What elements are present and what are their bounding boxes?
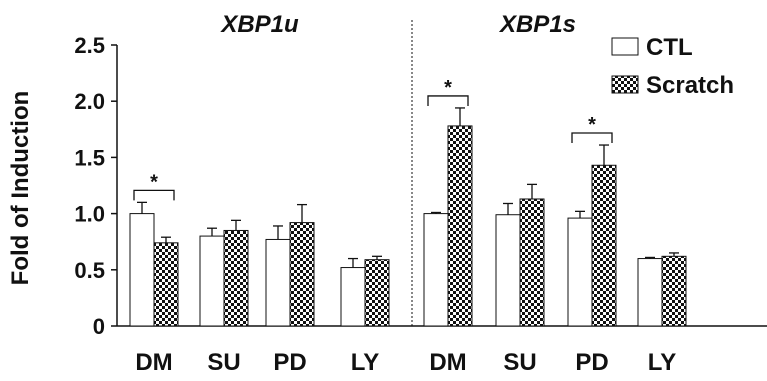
- bar-scratch: [519, 198, 545, 327]
- bar-ctl: [129, 213, 155, 327]
- y-tick-label: 1.0: [74, 202, 105, 227]
- bar-scratch: [289, 222, 315, 327]
- significance-star: *: [444, 77, 452, 99]
- bar-ctl: [637, 258, 663, 327]
- bar-scratch: [447, 125, 473, 327]
- category-label: SU: [207, 349, 240, 376]
- bar-ctl: [423, 213, 449, 327]
- significance-star: *: [150, 171, 158, 193]
- bar-scratch: [661, 255, 687, 327]
- category-label: PD: [575, 349, 608, 376]
- panel-title: XBP1u: [219, 11, 299, 38]
- category-label: PD: [273, 349, 306, 376]
- category-label: DM: [135, 349, 172, 376]
- legend-swatch-scratch: [611, 75, 639, 94]
- significance-bracket: [133, 189, 175, 201]
- significance-bracket: [571, 132, 613, 144]
- y-tick-label: 1.5: [74, 145, 105, 170]
- bar-ctl: [340, 267, 366, 327]
- category-label: SU: [503, 349, 536, 376]
- y-tick-label: 0: [93, 314, 105, 339]
- y-tick-label: 2.0: [74, 89, 105, 114]
- legend-swatch-ctl: [611, 37, 639, 56]
- bar-scratch: [153, 242, 179, 327]
- category-label: LY: [648, 349, 676, 376]
- significance-star: *: [588, 114, 596, 136]
- bar-ctl: [199, 235, 225, 327]
- bar-ctl: [567, 217, 593, 327]
- significance-bracket: [427, 95, 469, 106]
- category-label: DM: [429, 349, 466, 376]
- y-tick-label: 0.5: [74, 258, 105, 283]
- legend-label: CTL: [646, 34, 693, 61]
- legend-label: Scratch: [646, 72, 734, 99]
- bar-scratch: [591, 164, 617, 327]
- y-axis-label: Fold of Induction: [7, 91, 34, 286]
- category-label: LY: [351, 349, 379, 376]
- bar-ctl: [265, 238, 291, 327]
- bar-scratch: [364, 259, 390, 327]
- y-tick-label: 2.5: [74, 33, 105, 58]
- bar-ctl: [495, 214, 521, 327]
- bar-scratch: [223, 229, 249, 327]
- panel-title: XBP1s: [498, 11, 576, 38]
